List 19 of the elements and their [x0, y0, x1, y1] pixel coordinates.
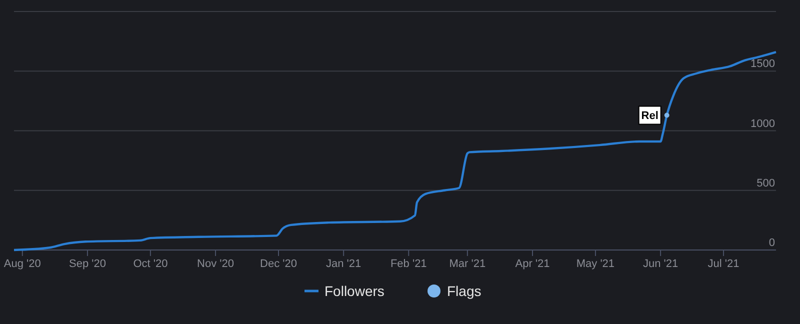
x-tick-label: Aug '20 — [4, 258, 41, 270]
legend-label: Flags — [447, 283, 482, 299]
x-tick-label: Dec '20 — [260, 258, 297, 270]
x-tick-label: May '21 — [576, 258, 615, 270]
y-tick-label: 1500 — [750, 58, 775, 70]
x-tick-label: Jul '21 — [708, 258, 740, 270]
x-tick-label: Nov '20 — [197, 258, 234, 270]
x-tick-label: Mar '21 — [449, 258, 486, 270]
x-tick-label: Jan '21 — [326, 258, 362, 270]
y-tick-label: 500 — [756, 177, 775, 190]
legend-label: Followers — [324, 283, 384, 299]
x-tick-label: Oct '20 — [133, 258, 168, 270]
x-tick-label: Apr '21 — [515, 258, 550, 270]
x-tick-label: Jun '21 — [642, 258, 678, 270]
x-tick-label: Feb '21 — [390, 258, 427, 270]
y-tick-label: 1000 — [750, 118, 775, 130]
data-label: Rel — [641, 110, 658, 122]
x-tick-label: Sep '20 — [68, 258, 106, 270]
y-tick-label: 0 — [768, 237, 775, 249]
